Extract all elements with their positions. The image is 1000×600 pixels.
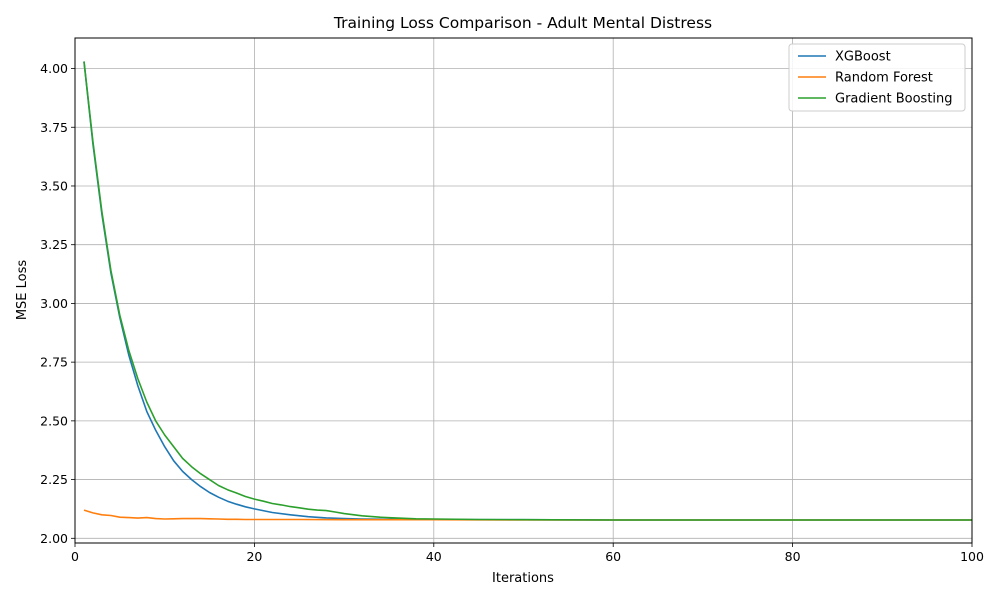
y-tick-label: 2.00: [40, 531, 68, 546]
series-layer: [83, 61, 972, 521]
x-tick-label: 40: [426, 549, 442, 564]
legend-label: Random Forest: [835, 71, 933, 86]
y-axis: 2.00 2.25 2.50 2.75 3.00 3.25 3.50 3.75 4.00: [40, 61, 75, 546]
x-tick-label: 100: [960, 549, 984, 564]
y-tick-label: 3.00: [40, 296, 68, 311]
x-tick-label: 20: [246, 549, 262, 564]
y-tick-label: 2.25: [40, 472, 68, 487]
chart-title: Training Loss Comparison - Adult Mental …: [333, 14, 712, 32]
y-tick-label: 4.00: [40, 61, 68, 76]
y-axis-label: MSE Loss: [15, 260, 30, 321]
y-tick-label: 3.75: [40, 120, 68, 135]
x-tick-label: 0: [71, 549, 79, 564]
legend: XGBoost Random Forest Gradient Boosting: [788, 43, 966, 112]
x-axis-label: Iterations: [492, 571, 554, 586]
series-line-random-forest: [83, 509, 972, 521]
x-tick-label: 80: [785, 549, 801, 564]
y-tick-label: 2.50: [40, 413, 68, 428]
series-line-xgboost: [83, 61, 972, 521]
x-axis: 0 20 40 60 80 100: [71, 543, 984, 564]
legend-box: [788, 43, 966, 112]
legend-label: XGBoost: [835, 50, 891, 65]
series-line-gradient-boosting: [83, 61, 972, 521]
y-tick-label: 2.75: [40, 355, 68, 370]
y-tick-label: 3.25: [40, 237, 68, 252]
x-tick-label: 60: [605, 549, 621, 564]
y-tick-label: 3.50: [40, 178, 68, 193]
legend-label: Gradient Boosting: [835, 92, 953, 107]
grid-lines: [74, 38, 973, 543]
plot-frame: [74, 37, 973, 544]
